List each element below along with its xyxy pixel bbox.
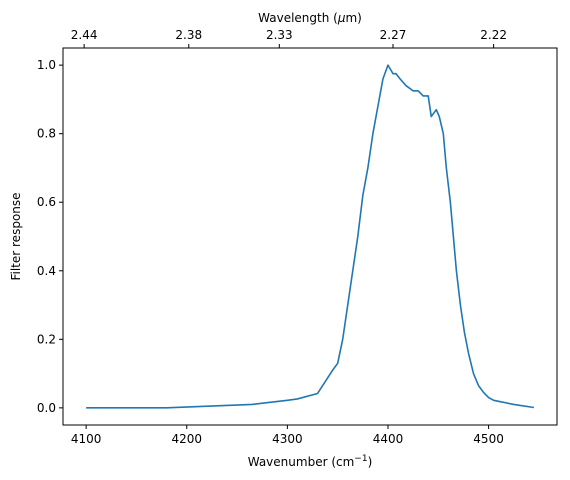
- top-tick-label: 2.22: [480, 28, 507, 42]
- y-tick-label: 0.4: [37, 264, 56, 278]
- y-axis-ticks: 0.0 0.2 0.4 0.6 0.8 1.0: [37, 58, 63, 415]
- y-tick-label: 0.8: [37, 127, 56, 141]
- top-tick-label: 2.27: [380, 28, 407, 42]
- y-tick-label: 0.6: [37, 195, 56, 209]
- x-axis-label-close: ): [368, 455, 373, 469]
- top-tick-label: 2.44: [71, 28, 98, 42]
- top-x-axis-label-mu: μ: [337, 11, 346, 25]
- x-tick-label: 4200: [171, 432, 202, 446]
- top-tick-label: 2.38: [175, 28, 202, 42]
- y-tick-label: 0.0: [37, 401, 56, 415]
- top-tick-label: 2.33: [266, 28, 293, 42]
- y-axis-label: Filter response: [9, 192, 23, 280]
- x-tick-label: 4400: [373, 432, 404, 446]
- y-tick-label: 0.2: [37, 332, 56, 346]
- x-axis-label-text: Wavenumber (cm: [248, 455, 355, 469]
- x-tick-label: 4500: [473, 432, 504, 446]
- x-tick-label: 4300: [272, 432, 303, 446]
- x-tick-label: 4100: [71, 432, 102, 446]
- top-x-axis-label: Wavelength (μm): [258, 11, 362, 25]
- top-x-axis-label-unit: m): [345, 11, 361, 25]
- x-axis-label-exponent: −1: [354, 454, 367, 464]
- top-x-axis-ticks: 2.44 2.38 2.33 2.27 2.22: [71, 28, 507, 48]
- plot-frame: [62, 47, 558, 426]
- x-axis-label: Wavenumber (cm−1): [248, 454, 373, 469]
- top-x-axis-label-text: Wavelength (: [258, 11, 338, 25]
- series-line: [86, 64, 534, 409]
- bottom-x-axis-ticks: 4100 4200 4300 4400 4500: [71, 425, 504, 446]
- y-tick-label: 1.0: [37, 58, 56, 72]
